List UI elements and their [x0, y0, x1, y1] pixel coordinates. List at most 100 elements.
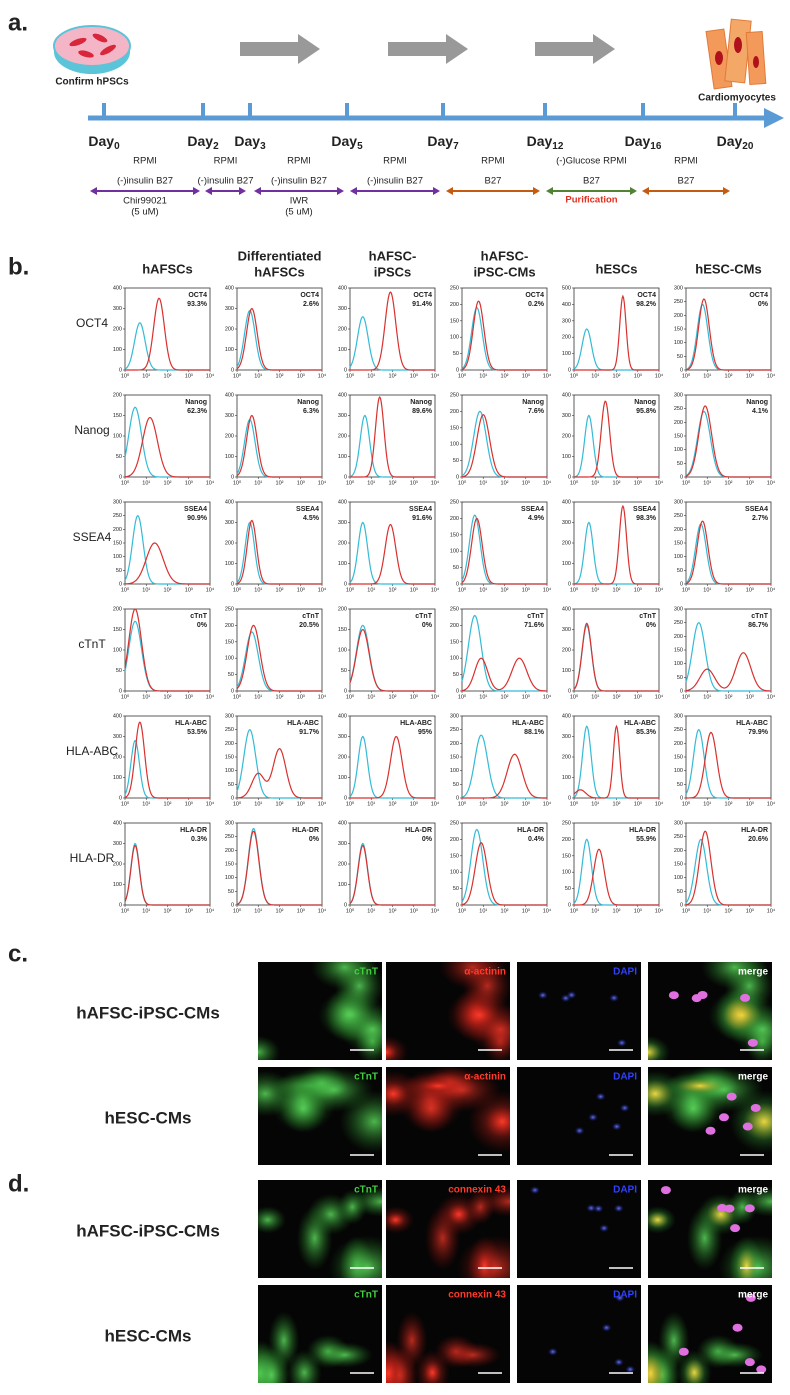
- y-tick-label: 200: [225, 433, 234, 439]
- y-tick-label: 200: [338, 540, 347, 546]
- cell-signal: [422, 1067, 502, 1112]
- histogram: 0 50 100 150 200 250 10⁰ 10¹ 10² 10³ 10⁴ OCT4 0.2%: [450, 285, 552, 379]
- y-tick-label: 150: [113, 413, 122, 419]
- percent-label: 89.6%: [412, 408, 433, 415]
- stage-text: RPMI: [287, 156, 311, 167]
- histogram: 0 50 100 150 200 250 300 10⁰ 10¹ 10² 10³ 10⁴ HLA-ABC…: [450, 713, 552, 807]
- sample-curve: [236, 307, 322, 371]
- percent-label: 55.9%: [636, 836, 657, 843]
- marker-label: HLA-DR: [180, 827, 207, 834]
- y-tick-label: 300: [450, 713, 459, 719]
- x-tick-label: 10⁰: [121, 372, 130, 379]
- nucleus: [732, 1323, 743, 1332]
- cell-signal: [338, 1189, 367, 1225]
- x-tick-label: 10²: [164, 694, 172, 700]
- sample-curve: [573, 724, 659, 799]
- nucleus: [756, 1365, 767, 1374]
- marker-label: SSEA4: [745, 506, 768, 513]
- y-tick-label: 200: [113, 754, 122, 760]
- x-tick-label: 10²: [501, 908, 509, 914]
- y-tick-label: 150: [225, 639, 234, 645]
- histogram: 0 50 100 150 200 250 10⁰ 10¹ 10² 10³ 10⁴ cTnT 20.5%: [225, 606, 327, 700]
- sample-curve: [685, 405, 771, 478]
- y-tick-label: 200: [338, 861, 347, 867]
- y-tick-label: 200: [450, 623, 459, 629]
- cell-signal: [386, 1043, 398, 1060]
- x-tick-label: 10⁰: [121, 800, 130, 807]
- x-tick-label: 10⁴: [431, 479, 440, 486]
- x-tick-label: 10²: [725, 373, 733, 379]
- x-tick-label: 10⁴: [655, 372, 664, 379]
- x-tick-label: 10⁰: [570, 693, 579, 700]
- micrograph-content: [648, 1067, 772, 1153]
- x-tick-label: 10²: [276, 694, 284, 700]
- day-base: Day: [234, 133, 260, 149]
- y-tick-label: 0: [231, 795, 234, 801]
- y-tick-label: 200: [338, 754, 347, 760]
- x-tick-label: 10¹: [367, 908, 375, 914]
- stage-text: (5 uM): [131, 207, 158, 218]
- sample-curve: [461, 300, 547, 371]
- y-tick-label: 100: [562, 561, 571, 567]
- y-tick-label: 0: [680, 367, 683, 373]
- day-sub: 12: [552, 141, 564, 152]
- x-tick-label: 10³: [410, 373, 418, 379]
- cell-signal: [423, 1361, 442, 1383]
- y-tick-label: 50: [677, 354, 683, 360]
- sample-curve: [573, 622, 659, 692]
- x-tick-label: 10¹: [591, 480, 599, 486]
- histogram: 0 50 100 150 200 250 10⁰ 10¹ 10² 10³ 10⁴ HLA-DR 0.4%: [450, 820, 552, 914]
- percent-label: 95.8%: [636, 408, 657, 415]
- nucleus: [613, 1204, 624, 1213]
- x-tick-label: 10³: [410, 908, 418, 914]
- y-tick-label: 200: [674, 848, 683, 854]
- y-tick-label: 100: [674, 768, 683, 774]
- y-tick-label: 0: [456, 795, 459, 801]
- y-tick-label: 0: [344, 581, 347, 587]
- stage-text: IWR: [290, 196, 309, 207]
- plot-frame: [349, 715, 436, 799]
- histogram: 0 100 200 300 400 10⁰ 10¹ 10² 10³ 10⁴ SSEA4 98.3%: [562, 499, 664, 593]
- x-tick-label: 10⁰: [570, 586, 579, 593]
- nucleus: [660, 1186, 671, 1195]
- y-tick-label: 300: [562, 413, 571, 419]
- x-tick-label: 10³: [522, 694, 530, 700]
- x-tick-label: 10⁰: [233, 800, 242, 807]
- x-tick-label: 10³: [746, 801, 754, 807]
- percent-label: 7.6%: [528, 408, 545, 415]
- x-tick-label: 10⁰: [458, 479, 467, 486]
- plot-frame: [573, 822, 660, 906]
- y-tick-label: 150: [450, 425, 459, 431]
- x-tick-label: 10¹: [142, 587, 150, 593]
- histogram: 0 50 100 150 200 250 300 10⁰ 10¹ 10² 10³ 10⁴ cTnT 86.…: [674, 606, 776, 700]
- stage-text: B27: [485, 176, 502, 187]
- stage-text: B27: [678, 176, 695, 187]
- histogram: 0 100 200 300 400 10⁰ 10¹ 10² 10³ 10⁴ OCT4 2.6%: [225, 285, 327, 379]
- y-tick-label: 100: [113, 433, 122, 439]
- y-tick-label: 0: [119, 688, 122, 694]
- x-tick-label: 10⁴: [655, 800, 664, 807]
- day-label: Day20: [717, 133, 754, 152]
- x-tick-label: 10²: [501, 801, 509, 807]
- y-tick-label: 150: [450, 318, 459, 324]
- y-tick-label: 0: [568, 581, 571, 587]
- cell-signal: [648, 1353, 663, 1383]
- x-tick-label: 10³: [634, 694, 642, 700]
- control-curve: [461, 614, 547, 692]
- y-tick-label: 0: [231, 581, 234, 587]
- y-tick-label: 0: [568, 902, 571, 908]
- y-tick-label: 50: [228, 889, 234, 895]
- stage-text: Chir99021: [123, 196, 167, 207]
- x-tick-label: 10²: [276, 587, 284, 593]
- y-tick-label: 0: [680, 795, 683, 801]
- y-tick-label: 0: [119, 902, 122, 908]
- x-tick-label: 10³: [522, 801, 530, 807]
- stage-arrowhead: [433, 187, 440, 195]
- channel-label: cTnT: [354, 1072, 378, 1083]
- panel-label: d.: [8, 1170, 29, 1197]
- y-tick-label: 0: [456, 902, 459, 908]
- y-tick-label: 100: [450, 442, 459, 448]
- micrograph: α-actinin: [386, 962, 510, 1060]
- sample-curve: [350, 291, 435, 371]
- stage-arrowhead: [205, 187, 212, 195]
